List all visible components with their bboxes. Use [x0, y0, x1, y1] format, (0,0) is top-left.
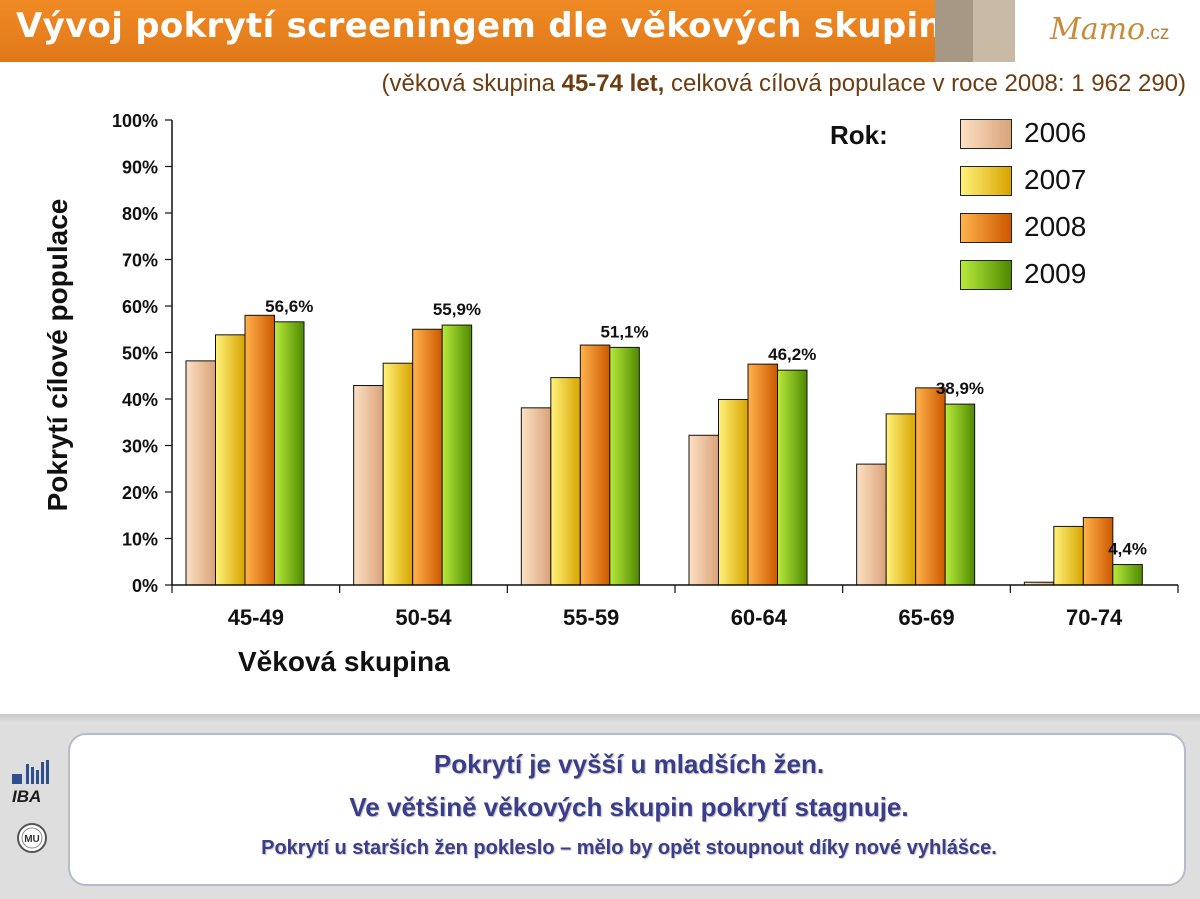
- data-label: 51,1%: [600, 322, 648, 341]
- message-line-3: Pokrytí u starších žen pokleslo – mělo b…: [261, 837, 997, 859]
- y-tick-label: 50%: [122, 344, 158, 364]
- x-tick-label: 65-69: [898, 605, 954, 630]
- slide-title: Vývoj pokrytí screeningem dle věkových s…: [16, 6, 943, 46]
- mamo-logo-main: Mamo: [1050, 12, 1146, 47]
- bar-chart: 0% 10% 20% 30% 40% 50% 60% 70% 80% 90% 100% 45-49 50…: [112, 111, 1179, 630]
- y-tick-label: 20%: [122, 483, 158, 503]
- iba-logo-icon: IBA: [12, 760, 49, 806]
- legend-item-2007: 2007: [960, 162, 1160, 202]
- data-label: 38,9%: [936, 379, 984, 398]
- data-label: 4,4%: [1108, 540, 1147, 559]
- message-line-2: Ve většině věkových skupin pokrytí stagn…: [349, 792, 909, 822]
- y-tick-label: 70%: [122, 251, 158, 271]
- bar-2009-65-69: [944, 403, 976, 586]
- bar-2009-55-59: [609, 346, 640, 586]
- x-tick-label: 60-64: [731, 605, 788, 630]
- bar-2008-50-54: [412, 328, 443, 586]
- y-tick-label: 30%: [122, 437, 158, 457]
- footer-divider: [0, 714, 1200, 724]
- header-stripe-dark: [935, 0, 973, 62]
- bar-2006-60-64: [688, 434, 719, 586]
- subtitle-suffix: celková cílová populace v roce 2008: 1 9…: [664, 70, 1186, 97]
- subtitle-bold: 45-74 let,: [561, 70, 665, 97]
- bar-2006-65-69: [856, 463, 887, 586]
- bar-2007-65-69: [885, 413, 917, 586]
- mu-logo-icon: MU: [17, 823, 47, 853]
- subtitle-prefix: (věková skupina: [381, 70, 562, 97]
- bar-2007-70-74: [1053, 525, 1084, 586]
- bar-2008-70-74: [1082, 517, 1114, 586]
- legend-item-2008: 2008: [960, 209, 1160, 249]
- legend-label: 2009: [1024, 258, 1087, 289]
- bar-2007-45-49: [215, 334, 246, 586]
- legend-swatch: [960, 213, 1012, 243]
- x-tick-label: 45-49: [228, 605, 284, 630]
- legend-title: Rok:: [830, 120, 888, 150]
- data-label: 55,9%: [433, 300, 481, 319]
- legend-item-2009: 2009: [960, 256, 1160, 296]
- mamo-logo-area: [1015, 0, 1200, 62]
- data-label: 56,6%: [265, 297, 313, 316]
- data-label: 46,2%: [768, 345, 816, 364]
- legend-swatch: [960, 119, 1012, 149]
- bar-2007-50-54: [382, 362, 414, 586]
- y-tick-label: 90%: [122, 158, 158, 178]
- bar-2006-55-59: [520, 407, 552, 586]
- header-stripe-light: [973, 0, 1015, 62]
- legend-swatch: [960, 166, 1012, 196]
- mu-logo-text: MU: [24, 834, 40, 845]
- y-tick-label: 40%: [122, 390, 158, 410]
- message-box: Pokrytí je vyšší u mladších žen. Ve větš…: [68, 733, 1186, 886]
- legend-item-2006: 2006: [960, 115, 1160, 155]
- bar-2008-55-59: [579, 344, 611, 586]
- bar-2006-50-54: [353, 385, 384, 586]
- legend-label: 2006: [1024, 117, 1087, 148]
- x-tick-label: 50-54: [395, 605, 452, 630]
- chart-subtitle: (věková skupina 45-74 let, celková cílov…: [382, 70, 1187, 98]
- legend-label: 2007: [1024, 164, 1087, 195]
- bar-2006-45-49: [185, 360, 216, 586]
- mamo-logo: Mamo.cz: [1050, 12, 1169, 47]
- mamo-logo-suffix: .cz: [1145, 23, 1170, 44]
- bar-2009-45-49: [274, 321, 305, 586]
- bar-2008-65-69: [915, 387, 946, 586]
- header-title-bar: Vývoj pokrytí screeningem dle věkových s…: [0, 0, 943, 62]
- y-tick-label: 60%: [122, 297, 158, 317]
- bar-2009-60-64: [777, 369, 808, 586]
- iba-logo-text: IBA: [12, 787, 41, 806]
- legend-swatch: [960, 260, 1012, 290]
- bar-2009-70-74: [1112, 564, 1143, 586]
- y-tick-label: 100%: [112, 111, 158, 131]
- legend-label: 2008: [1024, 211, 1087, 242]
- x-axis-label: Věková skupina: [238, 646, 450, 677]
- bar-2007-60-64: [718, 398, 749, 586]
- slide-header: Vývoj pokrytí screeningem dle věkových s…: [0, 0, 1200, 62]
- y-tick-label: 80%: [122, 204, 158, 224]
- x-tick-label: 55-59: [563, 605, 619, 630]
- y-axis-label: Pokrytí cílové populace: [42, 198, 73, 512]
- y-tick-label: 0%: [132, 576, 158, 596]
- x-tick-label: 70-74: [1066, 605, 1123, 630]
- y-tick-label: 10%: [122, 530, 158, 550]
- bar-2009-50-54: [441, 324, 473, 586]
- message-line-1: Pokrytí je vyšší u mladších žen.: [433, 749, 825, 779]
- bar-2007-55-59: [550, 377, 581, 586]
- bar-2008-45-49: [244, 314, 275, 586]
- bar-2008-60-64: [747, 363, 778, 586]
